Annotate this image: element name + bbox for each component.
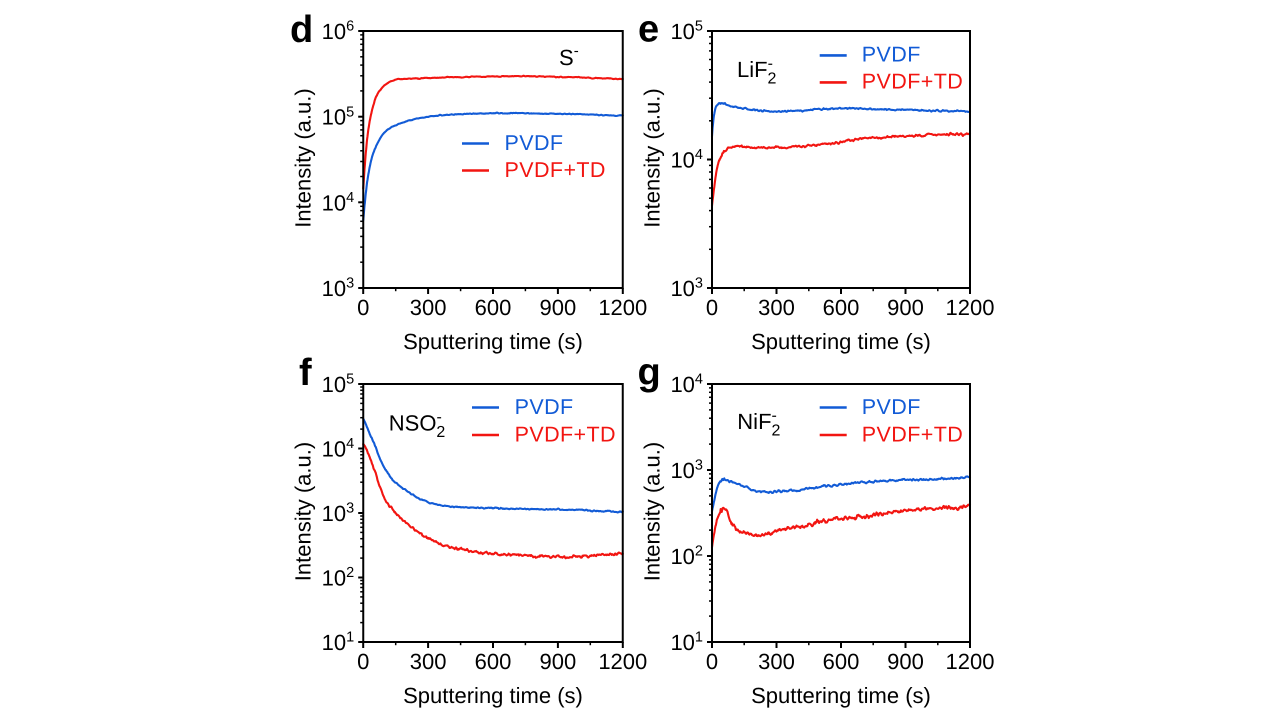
svg-text:600: 600 bbox=[823, 295, 860, 320]
svg-text:g: g bbox=[638, 352, 661, 394]
svg-text:PVDF+TD: PVDF+TD bbox=[515, 422, 616, 446]
svg-text:e: e bbox=[638, 9, 659, 51]
svg-text:PVDF: PVDF bbox=[862, 43, 921, 67]
svg-text:Intensity (a.u.): Intensity (a.u.) bbox=[291, 88, 316, 227]
svg-text:PVDF+TD: PVDF+TD bbox=[505, 158, 606, 182]
svg-text:600: 600 bbox=[475, 295, 512, 320]
svg-text:600: 600 bbox=[823, 649, 860, 674]
svg-text:300: 300 bbox=[758, 649, 795, 674]
svg-text:Intensity (a.u.): Intensity (a.u.) bbox=[640, 442, 665, 581]
svg-text:Sputtering time (s): Sputtering time (s) bbox=[403, 329, 583, 354]
svg-text:f: f bbox=[299, 352, 312, 394]
svg-text:PVDF: PVDF bbox=[515, 395, 574, 419]
svg-text:1200: 1200 bbox=[946, 649, 995, 674]
svg-text:900: 900 bbox=[540, 295, 577, 320]
svg-text:105: 105 bbox=[322, 104, 355, 129]
svg-text:PVDF: PVDF bbox=[505, 131, 564, 155]
svg-text:0: 0 bbox=[357, 649, 369, 674]
svg-text:0: 0 bbox=[706, 295, 718, 320]
svg-text:300: 300 bbox=[410, 649, 447, 674]
svg-text:300: 300 bbox=[758, 295, 795, 320]
svg-text:PVDF+TD: PVDF+TD bbox=[862, 422, 963, 446]
svg-text:d: d bbox=[290, 9, 313, 51]
svg-text:1200: 1200 bbox=[598, 649, 647, 674]
svg-text:900: 900 bbox=[887, 649, 924, 674]
svg-text:Intensity (a.u.): Intensity (a.u.) bbox=[291, 442, 316, 581]
svg-text:1200: 1200 bbox=[946, 295, 995, 320]
svg-text:600: 600 bbox=[475, 649, 512, 674]
svg-text:900: 900 bbox=[540, 649, 577, 674]
svg-text:Intensity (a.u.): Intensity (a.u.) bbox=[640, 88, 665, 227]
svg-text:PVDF+TD: PVDF+TD bbox=[862, 70, 963, 94]
svg-text:Sputtering time (s): Sputtering time (s) bbox=[751, 329, 931, 354]
svg-text:0: 0 bbox=[357, 295, 369, 320]
svg-text:0: 0 bbox=[706, 649, 718, 674]
svg-text:1200: 1200 bbox=[598, 295, 647, 320]
svg-text:900: 900 bbox=[887, 295, 924, 320]
svg-text:Sputtering time (s): Sputtering time (s) bbox=[751, 683, 931, 708]
svg-text:Sputtering time (s): Sputtering time (s) bbox=[403, 683, 583, 708]
svg-text:102: 102 bbox=[322, 565, 355, 590]
svg-text:300: 300 bbox=[410, 295, 447, 320]
svg-text:PVDF: PVDF bbox=[862, 395, 921, 419]
